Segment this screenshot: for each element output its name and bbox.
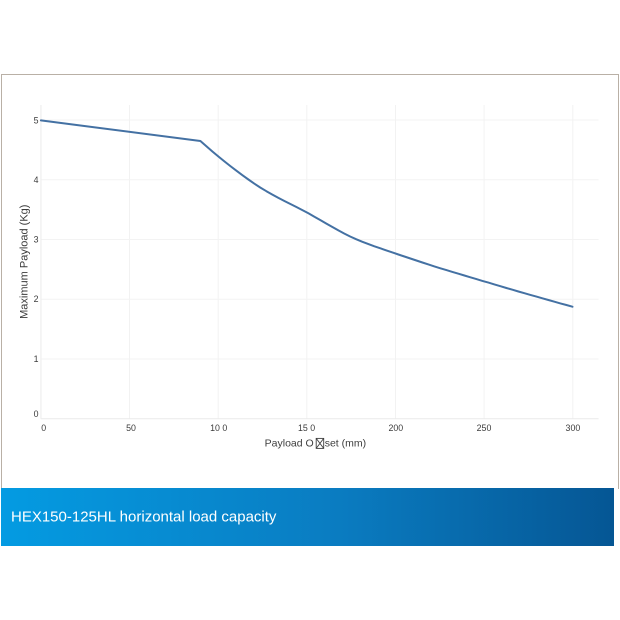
svg-text:10 0: 10 0 bbox=[210, 423, 227, 433]
svg-text:5: 5 bbox=[34, 115, 39, 125]
svg-text:set (mm): set (mm) bbox=[325, 438, 366, 450]
svg-text:0: 0 bbox=[34, 409, 39, 419]
svg-text:3: 3 bbox=[34, 234, 39, 244]
svg-text:15 0: 15 0 bbox=[298, 423, 315, 433]
svg-text:200: 200 bbox=[388, 423, 403, 433]
svg-text:Maximum Payload (Kg): Maximum Payload (Kg) bbox=[19, 205, 31, 319]
svg-text:50: 50 bbox=[126, 423, 136, 433]
svg-text:300: 300 bbox=[566, 423, 581, 433]
svg-text:1: 1 bbox=[34, 354, 39, 364]
svg-text:0: 0 bbox=[41, 423, 46, 433]
svg-text:250: 250 bbox=[477, 423, 492, 433]
svg-text:4: 4 bbox=[34, 175, 39, 185]
svg-text:2: 2 bbox=[34, 294, 39, 304]
svg-text:Payload O: Payload O bbox=[265, 438, 314, 450]
